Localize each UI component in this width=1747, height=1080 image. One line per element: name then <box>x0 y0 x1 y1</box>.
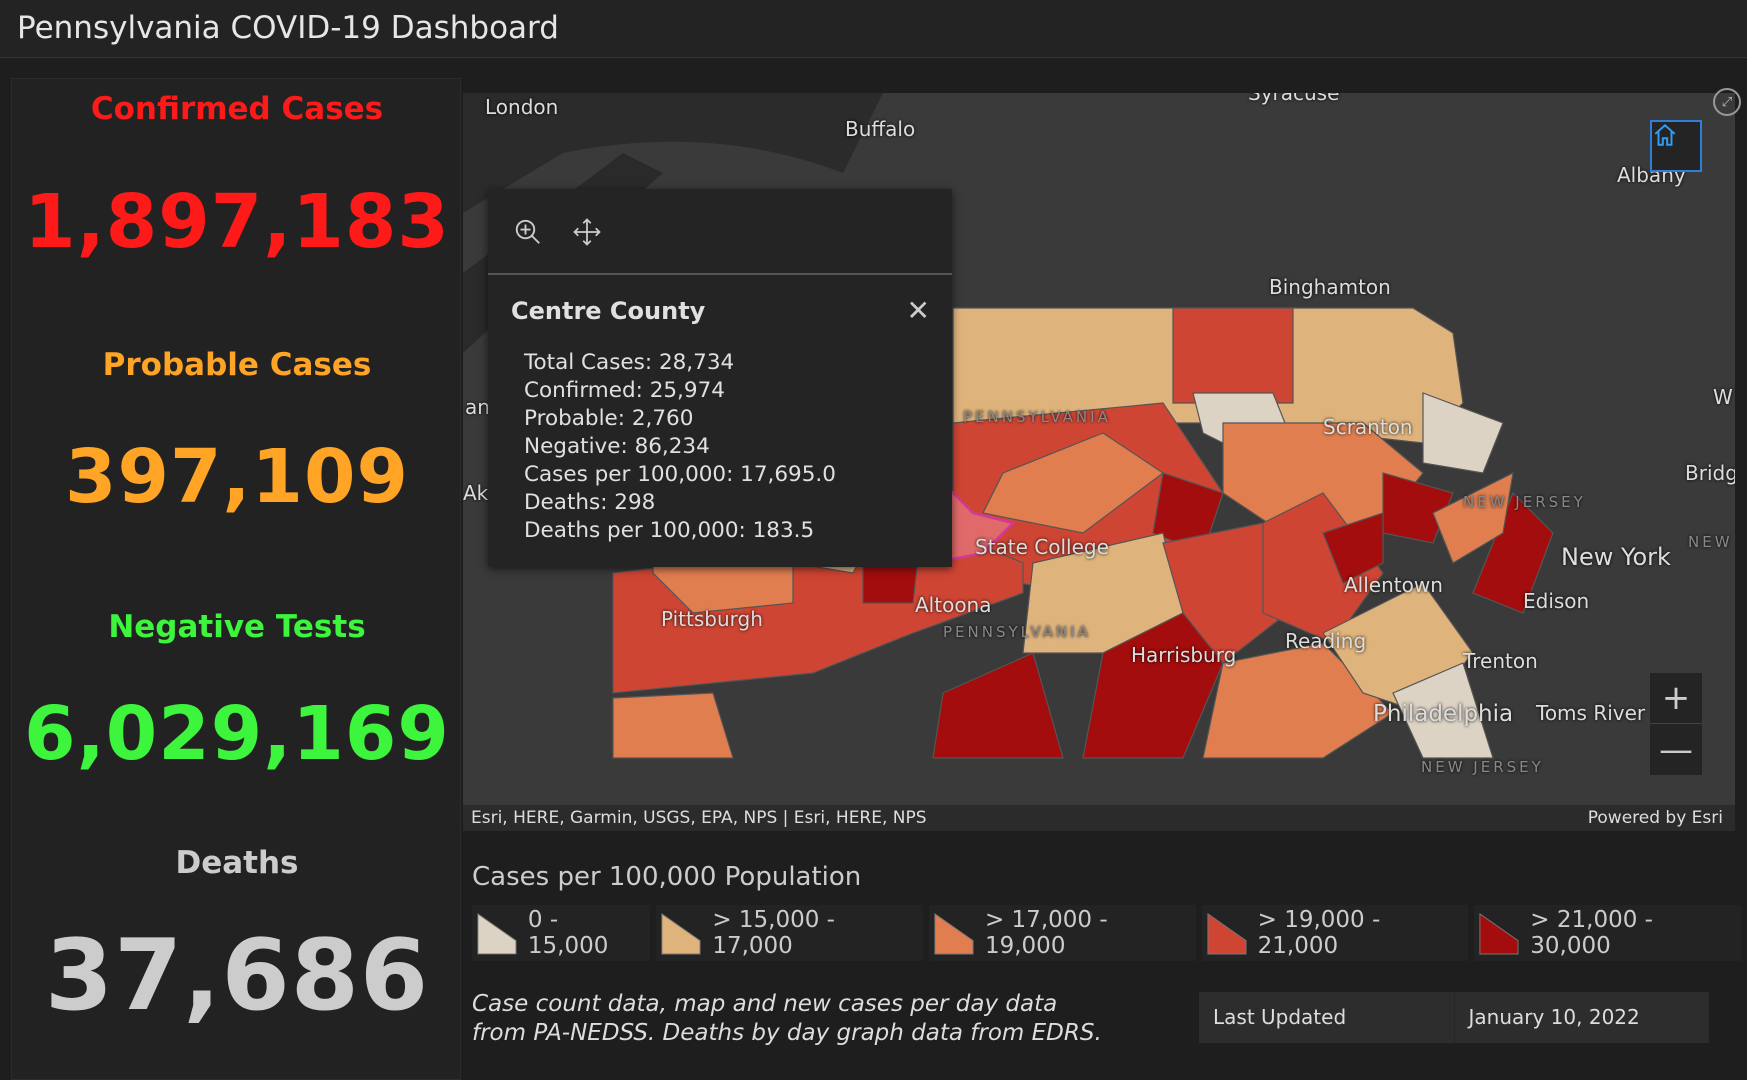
legend-title: Cases per 100,000 Population <box>472 862 862 892</box>
legend-item: > 17,000 - 19,000 <box>929 905 1196 961</box>
legend-item: 0 - 15,000 <box>472 905 651 961</box>
popup-line: Deaths: 298 <box>524 490 656 515</box>
popup-line: Confirmed: 25,974 <box>524 378 725 403</box>
county <box>612 692 734 759</box>
region-label: PENNSYLVANIA <box>963 408 1111 426</box>
map-label: an <box>465 395 490 419</box>
popup-title: Centre County <box>511 297 706 325</box>
legend-swatch <box>477 913 517 955</box>
legend-label: > 17,000 - 19,000 <box>984 907 1108 959</box>
deaths-label: Deaths <box>175 845 299 881</box>
home-button[interactable] <box>1650 120 1702 172</box>
legend-label: > 19,000 - 21,000 <box>1257 907 1381 959</box>
home-icon <box>1654 123 1676 146</box>
county <box>1202 642 1394 759</box>
popup-content: Total Cases: 28,734 Confirmed: 25,974 Pr… <box>524 349 836 545</box>
negative-tests-label: Negative Tests <box>108 609 366 645</box>
confirmed-cases-value: 1,897,183 <box>24 179 450 265</box>
zoom-out-button[interactable]: — <box>1659 729 1693 770</box>
map-label: Toms River <box>1536 701 1646 725</box>
county <box>1432 471 1514 564</box>
map-label: Reading <box>1285 629 1367 653</box>
popup-line: Deaths per 100,000: 183.5 <box>524 518 815 543</box>
map-label: Harrisburg <box>1131 643 1237 667</box>
popup-line: Cases per 100,000: 17,695.0 <box>524 462 836 487</box>
legend-swatch <box>934 913 974 955</box>
map-label: Altoona <box>915 593 992 617</box>
move-icon[interactable] <box>572 217 602 247</box>
dashboard-title: Pennsylvania COVID-19 Dashboard <box>17 10 559 46</box>
legend-item: > 15,000 - 17,000 <box>656 905 924 961</box>
map-label: State College <box>975 535 1109 559</box>
last-updated-label: Last Updated <box>1199 992 1455 1043</box>
popup-line: Negative: 86,234 <box>524 434 710 459</box>
popup-toolbar <box>488 189 952 275</box>
legend-item: > 19,000 - 21,000 <box>1201 905 1469 961</box>
header: Pennsylvania COVID-19 Dashboard <box>0 0 1747 58</box>
powered-by-esri[interactable]: Powered by Esri <box>1587 808 1723 828</box>
negative-tests-value: 6,029,169 <box>24 691 450 777</box>
region-label: NEW <box>1688 533 1733 551</box>
attribution-text: Esri, HERE, Garmin, USGS, EPA, NPS | Esr… <box>471 808 927 828</box>
county <box>1082 612 1224 759</box>
county <box>982 432 1165 534</box>
map-attribution: Esri, HERE, Garmin, USGS, EPA, NPS | Esr… <box>463 805 1735 831</box>
map-label: London <box>485 95 559 119</box>
zoom-controls: + — <box>1650 673 1702 775</box>
legend-label: > 15,000 - 17,000 <box>712 907 835 959</box>
region-label: NEW JERSEY <box>1463 493 1586 511</box>
legend-item: > 21,000 - 30,000 <box>1474 905 1741 961</box>
legend-swatch <box>661 913 701 955</box>
zoom-in-button[interactable]: + <box>1650 673 1702 724</box>
county <box>1322 512 1384 584</box>
map-label: Buffalo <box>845 117 916 141</box>
deaths-value: 37,686 <box>44 919 430 1033</box>
map-label: New York <box>1561 543 1671 571</box>
data-source-note: Case count data, map and new cases per d… <box>472 991 1102 1046</box>
close-icon[interactable]: ✕ <box>906 294 930 327</box>
probable-cases-value: 397,109 <box>64 434 410 520</box>
legend-label: > 21,000 - 30,000 <box>1530 907 1653 959</box>
map-label: Pittsburgh <box>661 607 763 631</box>
stats-panel: Confirmed Cases 1,897,183 Probable Cases… <box>11 78 461 1080</box>
map-label: Philadelphia <box>1373 701 1514 727</box>
lake-ontario <box>463 93 883 213</box>
map-label: W <box>1713 385 1733 409</box>
map-label: Bridg <box>1685 461 1735 485</box>
map-view[interactable]: London Buffalo Syracuse Albany Binghamto… <box>463 93 1735 831</box>
basemap <box>463 93 1554 759</box>
map-label: Allentown <box>1344 573 1443 597</box>
county <box>1422 392 1504 474</box>
legend-swatch <box>1479 913 1519 955</box>
map-label: Edison <box>1523 589 1590 613</box>
map-label: Scranton <box>1323 415 1413 439</box>
expand-icon: ⤢ <box>1721 94 1733 110</box>
region-label: NEW JERSEY <box>1421 758 1544 776</box>
map-label: Syracuse <box>1248 93 1340 105</box>
county <box>1172 307 1294 404</box>
pa-counties <box>612 307 1554 759</box>
region-label: PENNSYLVANIA <box>943 623 1091 641</box>
zoom-to-icon[interactable] <box>513 217 543 247</box>
county <box>1262 492 1384 644</box>
legend: 0 - 15,000 > 15,000 - 17,000 > 17,000 - 19… <box>472 905 1747 961</box>
county-popup: Centre County ✕ Total Cases: 28,734 Conf… <box>488 189 952 567</box>
legend-label: 0 - 15,000 <box>527 907 609 959</box>
legend-swatch <box>1207 913 1247 955</box>
last-updated-table: Last Updated January 10, 2022 <box>1199 992 1709 1043</box>
last-updated-value: January 10, 2022 <box>1468 1005 1640 1029</box>
map-label: Trenton <box>1463 649 1538 673</box>
probable-cases-label: Probable Cases <box>102 347 372 383</box>
popup-line: Total Cases: 28,734 <box>524 350 735 375</box>
county <box>932 652 1064 759</box>
popup-line: Probable: 2,760 <box>524 406 694 431</box>
map-label: Binghamton <box>1269 275 1391 299</box>
county <box>1392 662 1494 759</box>
confirmed-cases-label: Confirmed Cases <box>90 91 384 127</box>
fullscreen-button[interactable]: ⤢ <box>1713 88 1741 116</box>
